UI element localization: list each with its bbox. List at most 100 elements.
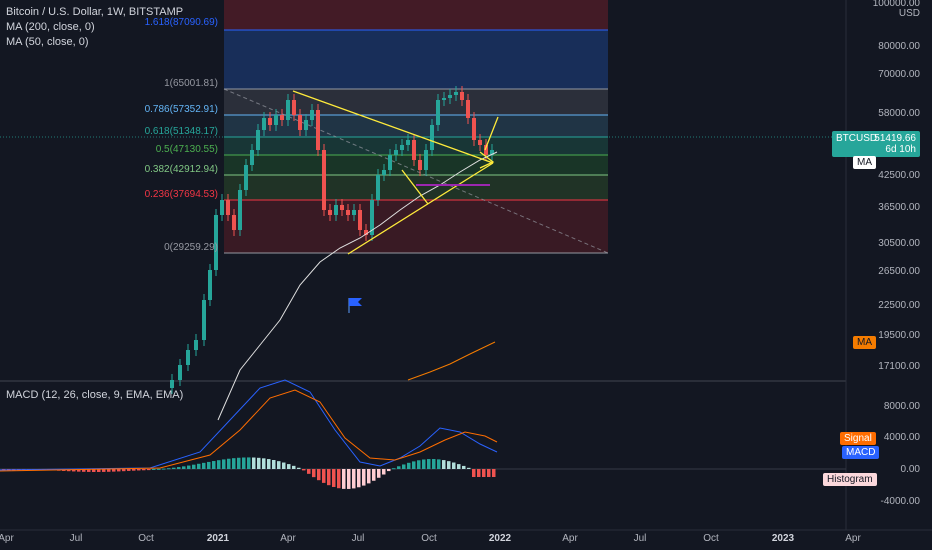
histogram-bar bbox=[432, 459, 436, 469]
symbol-title[interactable]: Bitcoin / U.S. Dollar, 1W, BITSTAMP bbox=[6, 6, 184, 18]
trendlines[interactable] bbox=[292, 90, 499, 255]
macd-tick: 8000.00 bbox=[883, 401, 920, 412]
histogram-bar bbox=[182, 466, 186, 469]
histogram-bar bbox=[427, 459, 431, 469]
histogram-bar bbox=[212, 461, 216, 469]
histogram-bar bbox=[232, 458, 236, 469]
histogram-bar bbox=[397, 466, 401, 469]
histogram-bar bbox=[202, 462, 206, 469]
price-tick: 19500.00 bbox=[878, 330, 920, 341]
macd-tick: 4000.00 bbox=[883, 432, 920, 443]
candle-body bbox=[424, 150, 428, 170]
histogram-bar bbox=[112, 469, 116, 472]
histogram-bar bbox=[197, 463, 201, 469]
candle-body bbox=[460, 92, 464, 100]
candle-body bbox=[226, 200, 230, 215]
price-tick: 17100.00 bbox=[878, 361, 920, 372]
histogram-bar bbox=[347, 469, 351, 489]
candle-body bbox=[412, 140, 416, 160]
candle-body bbox=[346, 210, 350, 215]
histogram-bar bbox=[457, 464, 461, 469]
time-tick: Jul bbox=[633, 533, 647, 544]
candle-body bbox=[280, 115, 284, 120]
histogram-bar bbox=[292, 465, 296, 469]
candle-body bbox=[186, 350, 190, 365]
candle-body bbox=[194, 340, 198, 350]
badge-price: 51419.66 bbox=[874, 133, 916, 144]
ma200-tag: MA bbox=[853, 156, 876, 169]
histogram-bar bbox=[72, 469, 76, 472]
price-tick: 42500.00 bbox=[878, 170, 920, 181]
candle-body bbox=[484, 145, 488, 155]
candle-body bbox=[364, 230, 368, 235]
candle-body bbox=[418, 160, 422, 170]
histogram-bar bbox=[87, 469, 91, 472]
histogram-bar bbox=[107, 469, 111, 472]
histogram-bar bbox=[207, 461, 211, 469]
candle-body bbox=[442, 98, 446, 100]
candle-body bbox=[244, 165, 248, 190]
histogram-bar bbox=[252, 457, 256, 469]
histogram-bar bbox=[477, 469, 481, 477]
time-tick: Apr bbox=[562, 533, 578, 544]
price-tick: 100000.00 bbox=[872, 0, 920, 9]
histogram-bar bbox=[372, 469, 376, 481]
candle-body bbox=[292, 100, 296, 115]
histogram-bar bbox=[312, 469, 316, 478]
candle-body bbox=[202, 300, 206, 340]
price-tick: 22500.00 bbox=[878, 300, 920, 311]
histogram-bar bbox=[407, 462, 411, 469]
histogram-bar bbox=[452, 462, 456, 469]
price-badge[interactable]: BTCUSD 51419.66 6d 10h bbox=[832, 131, 920, 157]
histogram-bar bbox=[127, 469, 131, 471]
candle-body bbox=[436, 100, 440, 125]
histogram-bar bbox=[377, 469, 381, 478]
flag-icon[interactable] bbox=[348, 298, 362, 313]
ma50-legend[interactable]: MA (50, close, 0) bbox=[6, 36, 89, 48]
histogram-bar bbox=[342, 469, 346, 489]
candle-body bbox=[232, 215, 236, 230]
histogram-bar bbox=[142, 469, 146, 471]
price-axis[interactable]: 100000.00 USD 80000.00 70000.00 58000.00… bbox=[846, 0, 932, 530]
candle-body bbox=[478, 140, 482, 145]
candle-body bbox=[394, 150, 398, 155]
histogram-bar bbox=[187, 465, 191, 469]
histogram-bar bbox=[122, 469, 126, 472]
histogram-tag: Histogram bbox=[823, 473, 877, 486]
candle-body bbox=[406, 140, 410, 145]
candle-body bbox=[310, 110, 314, 120]
time-tick: 2023 bbox=[771, 533, 795, 544]
histogram-bar bbox=[277, 461, 281, 469]
macd-tick: 0.00 bbox=[900, 464, 920, 475]
histogram-bar bbox=[382, 469, 386, 475]
fib-label-1618: 1.618(87090.69) bbox=[144, 17, 218, 28]
macd-tag: MACD bbox=[842, 446, 880, 459]
histogram-bar bbox=[262, 458, 266, 469]
histogram-bar bbox=[267, 459, 271, 469]
histogram-bar bbox=[357, 469, 361, 488]
fib-retracement[interactable] bbox=[223, 0, 609, 254]
histogram-bar bbox=[307, 469, 311, 474]
histogram-bar bbox=[217, 460, 221, 469]
ma50-line bbox=[407, 341, 496, 381]
ma200-line bbox=[217, 151, 498, 421]
time-tick: Oct bbox=[703, 533, 719, 544]
histogram-bar bbox=[287, 464, 291, 469]
candle-body bbox=[328, 210, 332, 215]
histogram-bar bbox=[332, 469, 336, 487]
fib-label-05: 0.5(47130.55) bbox=[155, 144, 218, 155]
ma50-tag: MA bbox=[853, 336, 876, 349]
macd-pane bbox=[0, 379, 846, 489]
histogram-bar bbox=[402, 464, 406, 469]
time-tick: Jul bbox=[351, 533, 365, 544]
time-tick: Apr bbox=[280, 533, 296, 544]
candle-body bbox=[454, 92, 458, 95]
ma200-legend[interactable]: MA (200, close, 0) bbox=[6, 21, 95, 33]
candle-body bbox=[316, 110, 320, 150]
price-candles bbox=[170, 86, 494, 394]
macd-legend[interactable]: MACD (12, 26, close, 9, EMA, EMA) bbox=[6, 389, 184, 401]
histogram-bar bbox=[417, 460, 421, 469]
histogram-bar bbox=[137, 469, 141, 471]
price-tick: 70000.00 bbox=[878, 69, 920, 80]
